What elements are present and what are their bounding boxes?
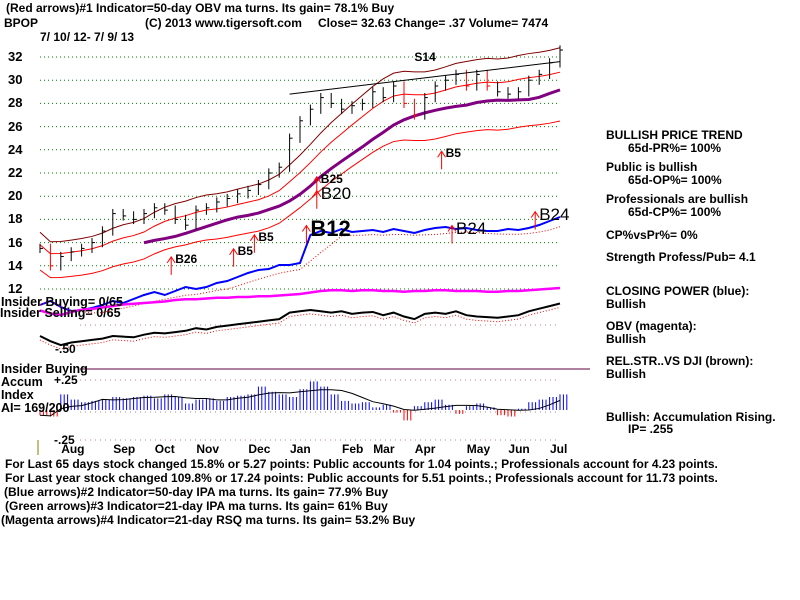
insider-selling-ratio: Insider Selling= 0/65: [0, 306, 121, 320]
obv-line: [39, 286, 561, 317]
accum-label: Accum: [1, 375, 43, 389]
signal-arrow-head: [312, 175, 322, 184]
month-label: Dec: [248, 442, 271, 456]
indicator-4-text: (Magenta arrows)#4 Indicator=21-day RSQ …: [1, 513, 416, 527]
obv-label: OBV (magenta):: [606, 319, 697, 333]
indicator-3-text: (Green arrows)#3 Indicator=21-day IPA ma…: [5, 499, 388, 513]
relstr-line: [39, 302, 561, 347]
signal-label: B5: [237, 243, 253, 258]
signal-arrow-head: [229, 247, 239, 255]
month-label: Aug: [61, 442, 85, 456]
month-label: Sep: [113, 442, 136, 456]
indicator-2-text: (Blue arrows)#2 Indicator=50-day IPA ma …: [4, 485, 389, 499]
signal-label: B20: [320, 183, 352, 203]
footer-65-days: For Last 65 days stock changed 15.8% or …: [5, 457, 718, 471]
y-tick-label: 26: [8, 118, 23, 134]
signal-arrow-head: [166, 255, 176, 264]
signal-label: B24: [456, 218, 487, 238]
y-tick-label: 24: [8, 141, 23, 157]
relstr-label: REL.STR..VS DJI (brown):: [606, 354, 754, 368]
signal-arrow-head: [249, 233, 259, 242]
month-label: Apr: [414, 442, 436, 456]
y-tick-label: 16: [8, 234, 23, 250]
upper-band: [39, 47, 561, 243]
insider-buying-label: Insider Buying: [1, 362, 88, 376]
cp-vs-pr: CP%vsPr%= 0%: [606, 228, 698, 242]
ai-label: AI= 169/200: [1, 401, 70, 415]
closing-power-label: CLOSING POWER (blue):: [606, 284, 750, 298]
footer-last-year: For Last year stock changed 109.8% or 17…: [5, 471, 718, 485]
copyright: (C) 2013 www.tigersoft.com: [145, 16, 302, 30]
accum-ma: [39, 389, 561, 417]
moving-average: [143, 88, 561, 245]
y-tick-label: 22: [8, 165, 23, 180]
signal-arrow-head: [301, 224, 311, 232]
lower-band: [39, 120, 561, 279]
closing-power-status: Bullish: [606, 297, 647, 311]
month-label: Nov: [196, 442, 220, 456]
y-tick-label: 12: [8, 281, 23, 296]
signal-arrow-head: [447, 224, 457, 232]
y-tick-label: 30: [8, 72, 23, 88]
pr-pct: 65d-PR%= 100%: [628, 141, 722, 155]
y-tick-label: 18: [8, 211, 23, 227]
month-label: Mar: [373, 442, 395, 456]
plus-25-label: +.25: [54, 373, 78, 387]
month-label: May: [466, 442, 491, 456]
signal-arrow-head: [530, 210, 540, 218]
ip-value: IP= .255: [628, 422, 674, 436]
month-label: Feb: [342, 442, 364, 456]
accum-status: Bullish: Accumulation Rising.: [606, 410, 776, 424]
minus-50-label: -.50: [55, 342, 76, 356]
closing-power-line: [39, 216, 561, 313]
indicator-1-text: (Red arrows)#1 Indicator=50-day OBV ma t…: [6, 1, 395, 15]
index-label: Index: [1, 388, 34, 402]
month-label: Jul: [550, 442, 568, 456]
signal-label: B5: [445, 146, 461, 161]
public-status: Public is bullish: [606, 160, 698, 174]
trendline: [289, 61, 561, 95]
insider-buying-ratio: Insider Buying= 0/65: [1, 295, 123, 309]
minus-25-label: -.25: [54, 433, 75, 447]
signal-label: S14: [414, 50, 436, 64]
op-pct: 65d-OP%= 100%: [628, 173, 722, 187]
price-trend: BULLISH PRICE TREND: [606, 128, 743, 142]
quote: Close= 32.63 Change= .37 Volume= 7474: [318, 16, 549, 30]
symbol: BPOP: [4, 16, 39, 30]
y-tick-label: 28: [8, 95, 23, 111]
signal-arrow-head: [437, 150, 447, 158]
month-label: Jan: [290, 442, 311, 456]
signal-label: B12: [310, 215, 351, 241]
signal-label: B24: [539, 204, 570, 224]
y-tick-label: 20: [8, 188, 23, 204]
signal-label: B25: [320, 171, 343, 186]
signal-label: B5: [258, 229, 274, 244]
month-label: Jun: [508, 442, 530, 456]
y-tick-label: 32: [8, 49, 23, 64]
y-tick-label: 14: [8, 257, 23, 273]
closing-power-ma: [39, 226, 561, 314]
strength-ratio: Strength Profess/Pub= 4.1: [606, 250, 756, 264]
relstr-status: Bullish: [606, 367, 647, 381]
signal-label: B26: [175, 251, 198, 266]
obv-status: Bullish: [606, 332, 647, 346]
month-label: Oct: [154, 442, 175, 456]
signal-arrow-head: [312, 189, 322, 197]
inner-upper-band: [39, 71, 561, 255]
cp-pct: 65d-CP%= 100%: [628, 205, 722, 219]
date-range: 7/ 10/ 12- 7/ 9/ 13: [40, 30, 135, 44]
pros-status: Professionals are bullish: [606, 192, 749, 206]
